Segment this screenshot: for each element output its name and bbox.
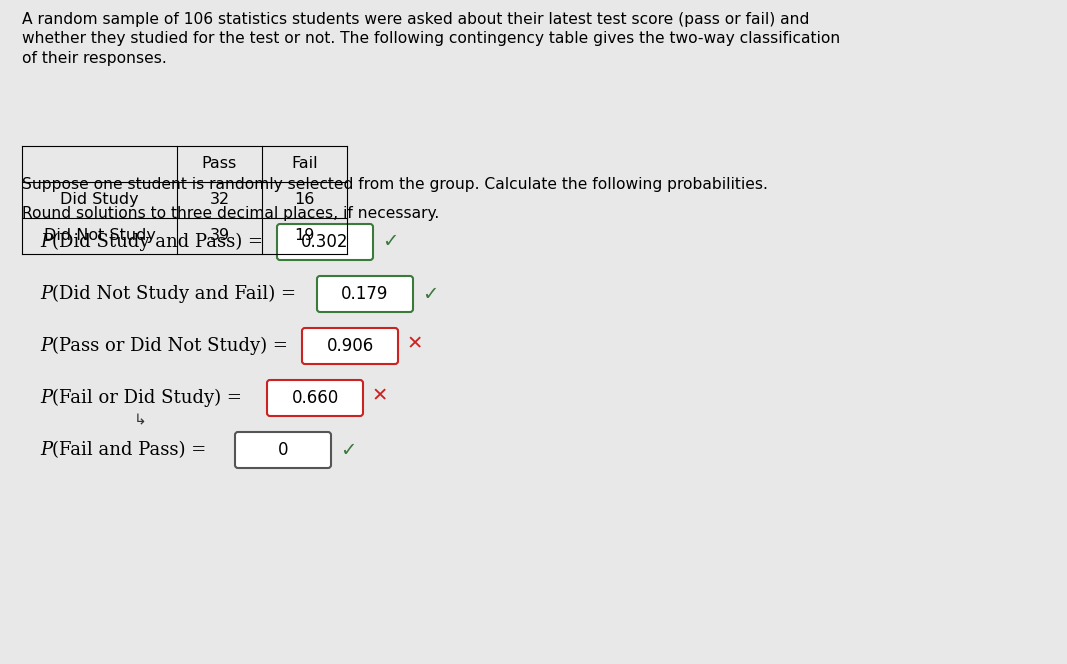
Text: P: P xyxy=(39,389,52,407)
Text: P: P xyxy=(39,233,52,251)
Text: 0.660: 0.660 xyxy=(291,389,338,407)
Text: ↳: ↳ xyxy=(133,412,146,428)
Text: 19: 19 xyxy=(294,228,315,244)
Text: ✓: ✓ xyxy=(421,284,439,303)
Text: Suppose one student is randomly selected from the group. Calculate the following: Suppose one student is randomly selected… xyxy=(22,177,768,192)
FancyBboxPatch shape xyxy=(302,328,398,364)
Text: Did Study: Did Study xyxy=(60,193,139,207)
Text: 0.302: 0.302 xyxy=(301,233,349,251)
Text: (Fail and Pass) =: (Fail and Pass) = xyxy=(51,441,206,459)
Text: ✕: ✕ xyxy=(371,386,388,406)
Text: ✓: ✓ xyxy=(339,440,356,459)
Text: Did Not Study: Did Not Study xyxy=(44,228,156,244)
FancyBboxPatch shape xyxy=(317,276,413,312)
Text: ✓: ✓ xyxy=(382,232,398,252)
Text: whether they studied for the test or not. The following contingency table gives : whether they studied for the test or not… xyxy=(22,31,840,46)
FancyBboxPatch shape xyxy=(267,380,363,416)
Text: 0.179: 0.179 xyxy=(341,285,388,303)
Text: 0.906: 0.906 xyxy=(327,337,373,355)
Text: (Did Study and Pass) =: (Did Study and Pass) = xyxy=(51,233,262,251)
Text: Round solutions to three decimal places, if necessary.: Round solutions to three decimal places,… xyxy=(22,206,440,221)
Text: ✕: ✕ xyxy=(407,335,424,353)
Text: P: P xyxy=(39,337,52,355)
Text: (Fail or Did Study) =: (Fail or Did Study) = xyxy=(51,389,241,407)
Text: 32: 32 xyxy=(209,193,229,207)
Text: of their responses.: of their responses. xyxy=(22,51,166,66)
Text: Pass: Pass xyxy=(202,157,237,171)
Text: P: P xyxy=(39,285,52,303)
Text: (Did Not Study and Fail) =: (Did Not Study and Fail) = xyxy=(51,285,296,303)
Text: A random sample of 106 statistics students were asked about their latest test sc: A random sample of 106 statistics studen… xyxy=(22,12,810,27)
Text: P: P xyxy=(39,441,52,459)
Text: Fail: Fail xyxy=(291,157,318,171)
Text: 16: 16 xyxy=(294,193,315,207)
Text: 39: 39 xyxy=(209,228,229,244)
Text: 0: 0 xyxy=(277,441,288,459)
FancyBboxPatch shape xyxy=(277,224,373,260)
Text: (Pass or Did Not Study) =: (Pass or Did Not Study) = xyxy=(51,337,287,355)
FancyBboxPatch shape xyxy=(235,432,331,468)
